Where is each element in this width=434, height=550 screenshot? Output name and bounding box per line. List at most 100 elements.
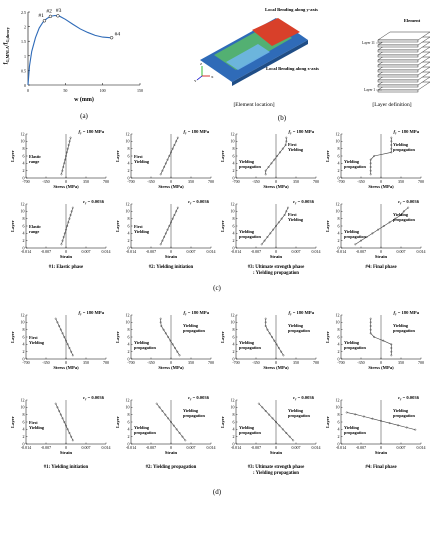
- axis-tick-label: 0: [170, 360, 172, 365]
- annotation-label: propagation: [288, 328, 310, 333]
- profile-point: [260, 243, 263, 246]
- profile-point: [71, 354, 74, 357]
- layer-tick-label: 4: [128, 342, 130, 347]
- axis-tick-label: -700: [337, 360, 344, 365]
- profile-point: [175, 210, 178, 213]
- yield-value-label: fy = 180 MPa: [288, 310, 314, 316]
- layer-11-label: Layer 11: [362, 41, 375, 45]
- layer-tick-label: 2: [233, 434, 235, 439]
- profile-point: [257, 402, 260, 405]
- axis-tick-label: -350: [42, 360, 49, 365]
- axis-tick-label: 0: [275, 360, 277, 365]
- layer-tick-label: 8: [233, 146, 235, 151]
- profile-point: [164, 413, 167, 416]
- stress-plot: 0 2 4 6 8 10 12 -700 -350 0 350 700 Layer Stress (MPa…: [10, 129, 109, 189]
- profile-point: [181, 435, 184, 438]
- profile-point: [369, 169, 372, 172]
- annotation-label: Yielding: [288, 323, 304, 328]
- profile-point: [170, 421, 172, 423]
- layer-tick-label: 2: [338, 238, 340, 243]
- layer-tick-label: 0: [128, 175, 130, 180]
- profile-point: [280, 350, 283, 353]
- axis-tick-label: -350: [147, 360, 154, 365]
- profile-point: [66, 428, 69, 431]
- profile-point: [373, 336, 376, 338]
- plot-x-axis-label: Strain: [165, 254, 178, 259]
- marker-label: #3: [56, 8, 62, 14]
- profile-point: [64, 158, 67, 161]
- profile-point: [400, 214, 402, 216]
- profile-point: [275, 421, 277, 423]
- layer-tick-label: 12: [126, 312, 130, 317]
- strain-plot: 0 2 4 6 8 10 12 -0.014 -0.007 0 0.007 0.014 Layer Str…: [325, 395, 426, 455]
- annotation-label: propagation: [344, 234, 366, 239]
- profile-line: [55, 403, 74, 441]
- yield-value-label: εy = 0.0036: [398, 395, 420, 401]
- layer-tick-label: 4: [128, 161, 130, 166]
- profile-point: [275, 225, 277, 227]
- axis-tick-label: 0.007: [397, 249, 406, 254]
- profile-point: [159, 243, 162, 246]
- layer-axis-label: Layer: [325, 416, 330, 428]
- layer-tick-label: 6: [233, 223, 235, 228]
- profile-point: [369, 321, 372, 324]
- axis-tick-label: -700: [22, 360, 29, 365]
- layer-axis-label: Layer: [115, 150, 120, 162]
- profile-point: [176, 136, 179, 139]
- axis-tick-label: 0: [380, 249, 382, 254]
- y-tick-label: 0: [24, 83, 26, 88]
- profile-point: [174, 347, 176, 349]
- profile-point: [285, 210, 288, 213]
- profile-point: [388, 221, 391, 224]
- layer-tick-label: 2: [128, 238, 130, 243]
- profile-point: [279, 151, 281, 154]
- profile-point: [390, 140, 393, 143]
- axis-tick-label: 0.007: [82, 445, 91, 450]
- axis-tick-label: -700: [232, 360, 239, 365]
- profile-point: [61, 239, 64, 242]
- layer-tick-label: 4: [233, 231, 235, 236]
- plot-x-axis-label: Stress (MPa): [158, 184, 184, 189]
- annotation-label: propagation: [344, 345, 366, 350]
- panel-b: Local Bending along y-axis Local Bending …: [194, 7, 431, 122]
- profile-point: [68, 432, 71, 434]
- strain-plot: 0 2 4 6 8 10 12 -0.014 -0.007 0 0.007 0.014 Layer Str…: [325, 199, 426, 259]
- profile-point: [162, 328, 165, 331]
- layer-tick-label: 4: [23, 231, 25, 236]
- annotation-label: First: [134, 154, 143, 159]
- profile-point: [171, 147, 174, 150]
- axis-tick-label: 0.014: [207, 249, 216, 254]
- profile-point: [61, 169, 64, 172]
- axis-tick-label: -0.007: [356, 249, 366, 254]
- profile-point: [61, 417, 64, 420]
- profile-point: [285, 140, 288, 143]
- profile-point: [175, 140, 178, 143]
- profile-point: [69, 136, 72, 139]
- axis-tick-label: 0.014: [312, 249, 321, 254]
- x-tick-label: 100: [100, 88, 106, 93]
- annotation-label: Yielding: [344, 159, 360, 164]
- y-tick-label: 2: [24, 25, 26, 30]
- profile-point: [369, 325, 372, 327]
- layer-tick-label: 8: [338, 327, 340, 332]
- annotation-label: propagation: [393, 413, 415, 418]
- axis-tick-label: 0: [275, 445, 277, 450]
- axis-tick-label: -0.014: [126, 445, 136, 450]
- y-axis-label: fG,MNLA/fG,theory: [4, 27, 11, 64]
- annotation-label: First: [134, 224, 143, 229]
- profile-point: [285, 136, 288, 139]
- profile-point: [68, 217, 71, 220]
- axis-tick-label: -0.007: [251, 249, 261, 254]
- marker-label: #1: [38, 13, 44, 19]
- profile-point: [281, 428, 284, 431]
- marker-point: [48, 14, 53, 19]
- layer-tick-label: 8: [233, 412, 235, 417]
- axis-tick-label: -700: [127, 360, 134, 365]
- layer-tick-label: 6: [128, 223, 130, 228]
- profile-point: [65, 228, 67, 231]
- profile-point: [369, 332, 372, 335]
- profile-point: [390, 343, 393, 346]
- axis-tick-label: -0.014: [231, 445, 241, 450]
- axis-tick-label: 0: [170, 249, 172, 254]
- annotation-label: Yielding: [183, 323, 199, 328]
